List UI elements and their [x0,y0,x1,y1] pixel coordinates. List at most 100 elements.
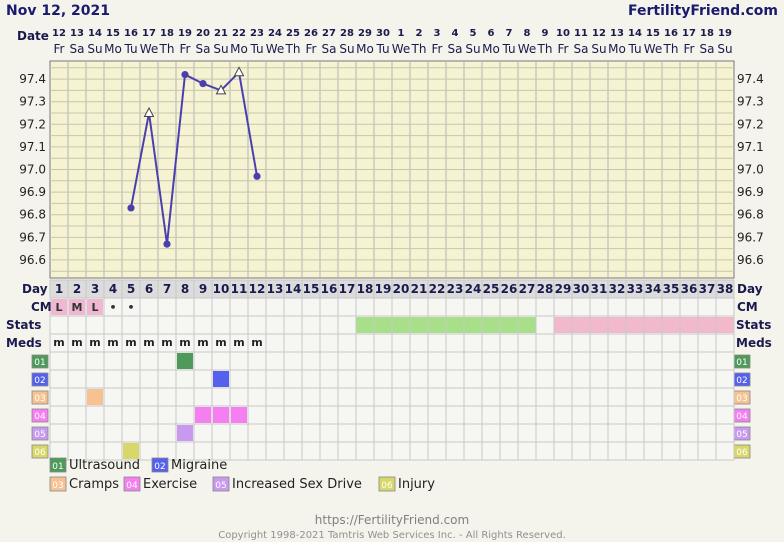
date-label: 13 [70,28,84,39]
cycle-day-label: 1 [55,282,63,296]
weekday-label: Tu [249,42,263,56]
legend-code: 01 [52,462,63,472]
meds-row-label: Meds [6,336,42,350]
date-label: 13 [610,28,624,39]
weekday-label: Th [285,42,301,56]
meds-marker: m [143,336,154,349]
site-name[interactable]: FertilityFriend.com [628,3,778,19]
weekday-label: Fr [180,42,191,56]
cm-value: M [72,301,83,314]
date-label: 1 [398,28,405,39]
symptom-cell [123,443,139,459]
cycle-day-label: 35 [663,282,680,296]
date-label: 29 [358,28,372,39]
y-tick-label-right: 96.8 [737,208,764,222]
date-header: 12Fr13Sa14Su15Mo16Tu17We18Th19Fr20Sa21Su… [52,28,733,56]
legend-swatch [49,476,67,492]
meds-marker: m [179,336,190,349]
symptom-code: 01 [34,358,45,368]
cycle-day-label: 16 [321,282,338,296]
weekday-label: Fr [306,42,317,56]
legend-swatch [378,476,396,492]
weekday-label: Th [663,42,679,56]
y-tick-label-right: 97.2 [737,117,764,131]
cycle-day-label: 30 [573,282,590,296]
temperature-point [253,172,261,180]
date-label: 15 [646,28,660,39]
cm-value: L [91,301,98,314]
date-label: 28 [340,28,354,39]
legend-code: 05 [215,481,226,491]
date-label: 3 [434,28,441,39]
cycle-day-label: 14 [285,282,302,296]
chart-date: Nov 12, 2021 [6,3,110,19]
weekday-label: Mo [230,42,248,56]
weekday-label: Mo [482,42,500,56]
cycle-day-label: 22 [429,282,446,296]
date-label: 30 [376,28,390,39]
legend-label: Migraine [171,458,227,473]
date-label: 6 [488,28,495,39]
symptom-cell [177,425,193,441]
cycle-day-label: 24 [465,282,482,296]
date-label: 16 [124,28,138,39]
temperature-point-open [233,66,245,77]
weekday-label: Su [87,42,102,56]
symptom-code: 05 [34,430,45,440]
y-axis-ticks: 97.4 97.4 97.3 97.3 97.2 97.2 97.1 97.1 97.0 97.0… [19,72,763,267]
date-label: 2 [416,28,423,39]
symptom-code: 02 [34,376,45,386]
weekday-label: Mo [608,42,626,56]
weekday-label: We [518,42,537,56]
date-label: 14 [628,28,642,39]
cycle-day-label: 11 [231,282,248,296]
cycle-day-label: 5 [127,282,135,296]
meds-marker: m [233,336,244,349]
cycle-day-label: 36 [681,282,698,296]
footer-url[interactable]: https://FertilityFriend.com [315,513,469,527]
weekday-label: Fr [54,42,65,56]
date-label: 20 [196,28,210,39]
weekday-label: Sa [700,42,715,56]
weekday-label: Th [537,42,553,56]
y-tick-label: 96.9 [19,185,46,199]
temperature-point [127,204,135,212]
cycle-day-label: 7 [163,282,171,296]
cm-value: • [127,301,134,314]
weekday-label: Sa [322,42,337,56]
cm-row-label-right: CM [737,300,758,314]
cycle-day-label: 3 [91,282,99,296]
legend-label: Injury [398,477,435,492]
legend-code: 03 [52,481,63,491]
weekday-label: Su [591,42,606,56]
weekday-label: Tu [123,42,137,56]
cm-row-label: CM [31,300,52,314]
observation-table: 1 2 3 4 5 6 7 8 9 10 11 12 13 14 15 16 17 18 19 20 21 22 23 24 2… [31,279,751,461]
y-tick-label-right: 96.7 [737,230,764,244]
symptom-cell [87,389,103,405]
cycle-day-label: 17 [339,282,356,296]
legend-label: Exercise [143,477,197,492]
meds-marker: m [251,336,262,349]
symptom-badge [31,408,49,423]
symptom-code-right: 06 [736,448,748,458]
day-row-label-right: Day [737,282,763,296]
weekday-label: Sa [196,42,211,56]
date-label: 12 [52,28,66,39]
cycle-day-label: 27 [519,282,536,296]
cycle-day-label: 28 [537,282,554,296]
legend-swatch [212,476,230,492]
y-tick-label-right: 97.3 [737,95,764,109]
cycle-day-label: 32 [609,282,626,296]
weekday-label: Tu [501,42,515,56]
meds-marker: m [197,336,208,349]
cycle-day-label: 23 [447,282,464,296]
y-tick-label: 97.4 [19,72,46,86]
legend-swatch [123,476,141,492]
date-label: 17 [142,28,156,39]
date-label: 4 [452,28,459,39]
temperature-point [181,70,189,79]
cycle-day-label: 10 [213,282,230,296]
date-label: 18 [700,28,714,39]
weekday-label: Fr [558,42,569,56]
